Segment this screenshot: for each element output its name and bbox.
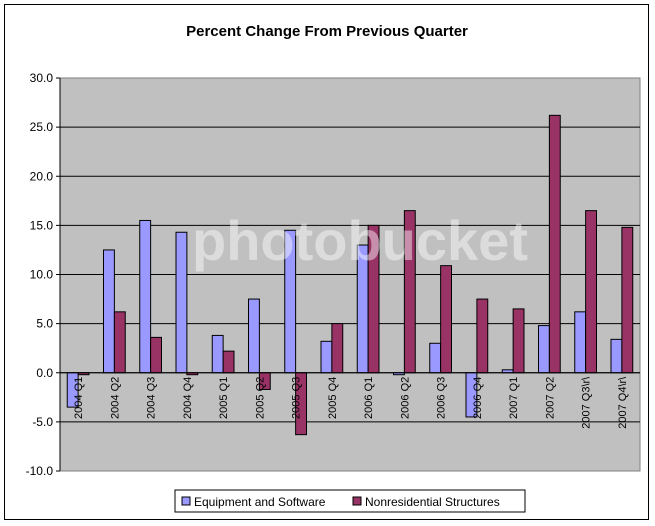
category-label: 2007 Q1 — [508, 377, 520, 419]
category-label: 2006 Q3 — [436, 377, 448, 419]
y-tick-label: 0.0 — [36, 366, 53, 380]
legend-swatch-structures — [352, 496, 362, 506]
y-tick-label: 15.0 — [30, 218, 54, 232]
bar-structures — [150, 336, 162, 374]
bar-equipment — [248, 298, 260, 374]
bar-structures — [512, 308, 525, 374]
bar-structures — [440, 265, 452, 374]
bar-structures — [621, 226, 634, 374]
bar-equipment — [175, 231, 188, 374]
legend-label-equipment: Equipment and Software — [194, 495, 326, 509]
category-label: 2005 Q4 — [327, 377, 339, 419]
chart-frame: Percent Change From Previous Quarter 30.… — [4, 4, 649, 520]
bar-equipment — [320, 340, 333, 374]
category-label: 2006 Q4 — [472, 377, 484, 419]
y-tick-label: -10.0 — [26, 464, 54, 478]
category-label: 2007 Q2 — [544, 377, 556, 419]
bar-equipment — [139, 219, 152, 374]
category-label: 2004 Q1 — [73, 377, 85, 419]
category-label: 2007 Q4\r\ — [617, 376, 629, 429]
plot-layer: 30.0 25.0 20.0 15.0 10.0 5.0 0.0 -5.0 -10.0 2004 … — [26, 71, 641, 478]
bar-equipment — [211, 334, 224, 374]
legend-label-structures: Nonresidential Structures — [365, 495, 500, 509]
bar-structures — [113, 311, 126, 374]
category-label: 2005 Q1 — [218, 377, 230, 419]
y-tick-label: 25.0 — [30, 120, 54, 134]
category-label: 2006 Q1 — [363, 377, 375, 419]
bar-equipment — [610, 338, 623, 374]
bar-structures — [548, 114, 561, 374]
category-label: 2004 Q2 — [109, 377, 121, 419]
category-label: 2005 Q2 — [254, 377, 266, 419]
bar-equipment — [574, 311, 587, 374]
legend-box — [174, 489, 526, 513]
legend-swatch-equipment — [181, 496, 191, 506]
bar-structures — [331, 323, 344, 374]
y-tick-label: 30.0 — [30, 71, 54, 85]
chart-svg: Percent Change From Previous Quarter 30.… — [26, 23, 641, 513]
legend: Equipment and Software Nonresidential St… — [174, 489, 526, 513]
category-label: 2007 Q3\r\ — [581, 376, 593, 429]
y-tick-label: -5.0 — [32, 415, 53, 429]
y-tick-label: 5.0 — [36, 317, 53, 331]
watermark-text: photobucket — [192, 209, 528, 272]
category-label: 2005 Q3 — [291, 377, 303, 419]
category-label: 2004 Q3 — [146, 377, 158, 419]
bar-equipment — [429, 342, 442, 374]
bar-structures — [585, 210, 597, 374]
bar-equipment — [103, 249, 115, 374]
category-label: 2006 Q2 — [399, 377, 411, 419]
bar-structures — [476, 298, 489, 374]
y-tick-label: 10.0 — [30, 268, 54, 282]
y-tick-label: 20.0 — [30, 169, 54, 183]
bar-structures — [222, 350, 235, 374]
chart-title: Percent Change From Previous Quarter — [186, 23, 468, 40]
bar-equipment — [538, 325, 550, 374]
category-label: 2004 Q4 — [182, 377, 194, 419]
